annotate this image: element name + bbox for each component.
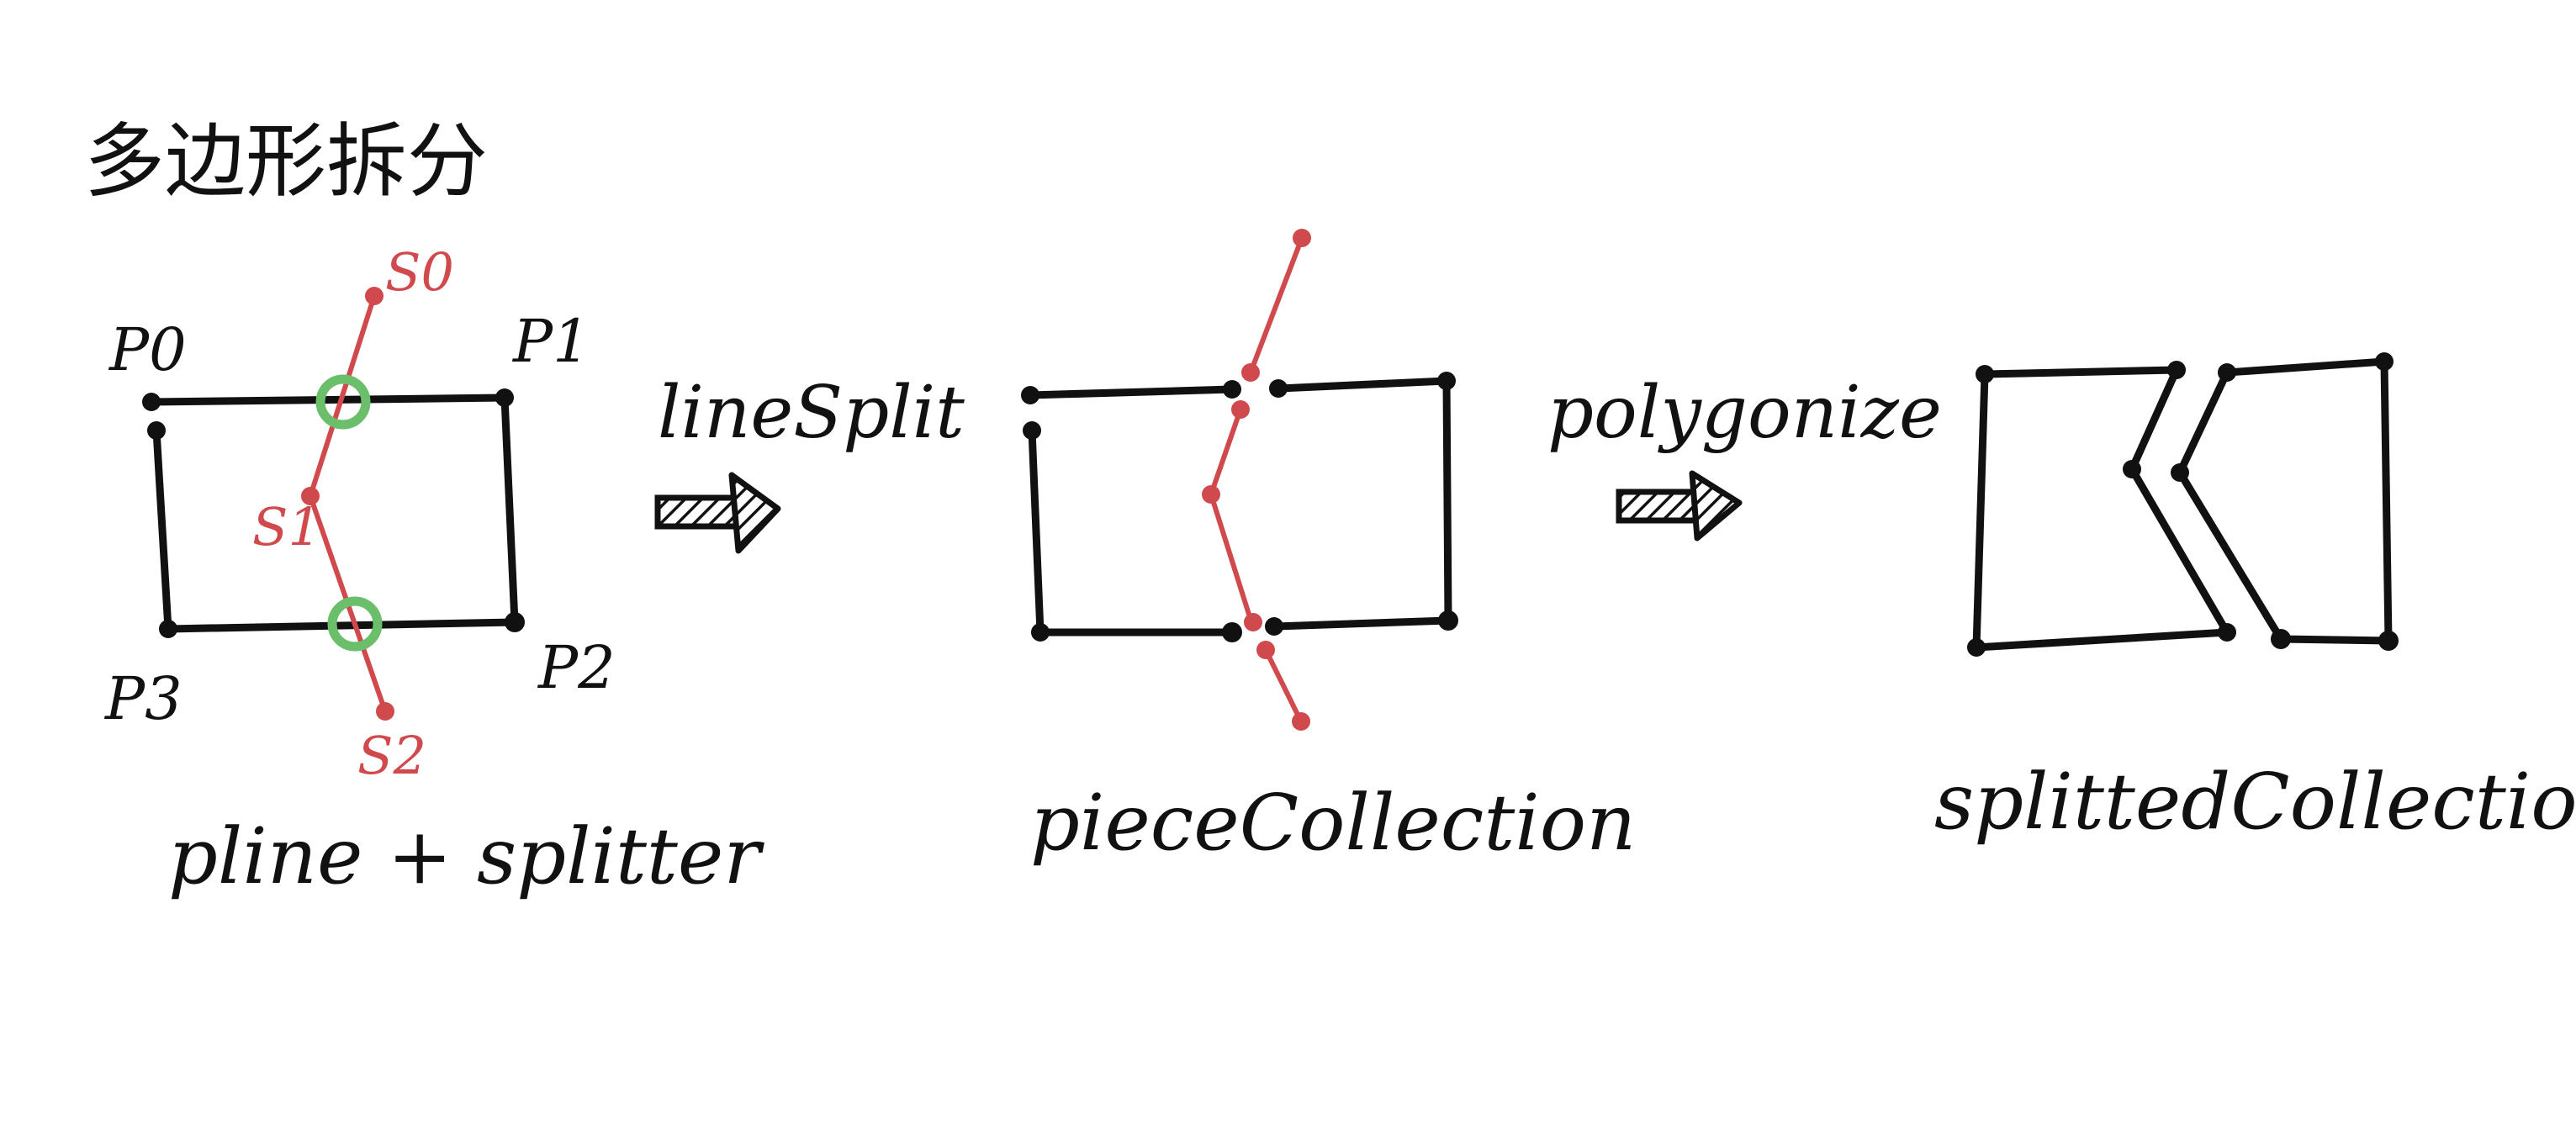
piece-left-side xyxy=(1028,426,1045,637)
label-s2: S2 xyxy=(357,725,426,786)
splitter-vertex-s2 xyxy=(376,702,394,721)
label-p1: P1 xyxy=(511,307,590,376)
result-vertex xyxy=(2271,629,2291,649)
piece-node xyxy=(1031,623,1050,642)
piece-splitter-node xyxy=(1231,400,1250,419)
piece-node xyxy=(1438,610,1458,631)
vertex-p0-end xyxy=(147,421,166,440)
piece-node xyxy=(1222,622,1242,642)
piece-splitter-node xyxy=(1256,641,1275,659)
result-vertex xyxy=(2378,631,2399,651)
label-s0: S0 xyxy=(385,241,454,303)
piece-node xyxy=(1269,379,1288,398)
piece-splitter-node xyxy=(1202,485,1220,504)
label-s1: S1 xyxy=(252,496,321,557)
result-vertex xyxy=(2167,361,2186,379)
piece-splitter-top xyxy=(1248,235,1304,375)
piece-node xyxy=(1023,421,1041,440)
piece-splitter-node xyxy=(1293,229,1311,247)
stage-piece-collection: pieceCollection xyxy=(1021,229,1636,868)
arrow-polygonize: polygonize xyxy=(1547,371,1942,541)
intersection-marker-bottom xyxy=(327,596,383,652)
result-vertex xyxy=(2171,463,2189,482)
label-p2: P2 xyxy=(537,633,616,702)
result-polygon-right xyxy=(2176,357,2393,645)
stage-pline-splitter: P0 P1 P2 P3 S0 S1 S2 pline + splitter xyxy=(103,241,764,901)
result-vertex xyxy=(2375,352,2394,371)
result-vertex xyxy=(1976,365,1994,383)
intersection-marker-top xyxy=(315,374,371,430)
splitter-vertex-s1 xyxy=(301,487,320,505)
piece-splitter-middle xyxy=(1209,407,1254,625)
piece-splitter-bottom xyxy=(1263,647,1304,724)
piece-splitter-node xyxy=(1292,712,1310,731)
vertex-p0 xyxy=(142,393,161,411)
piece-node xyxy=(1437,372,1456,390)
stage1-caption: pline + splitter xyxy=(168,811,764,901)
label-p3: P3 xyxy=(103,664,182,733)
result-vertex xyxy=(2123,460,2141,478)
vertex-p1 xyxy=(495,388,514,407)
hatched-right-arrow-icon xyxy=(654,472,781,554)
piece-top-left xyxy=(1026,385,1236,399)
result-vertex xyxy=(2218,623,2236,642)
piece-splitter-node xyxy=(1244,613,1262,631)
piece-splitter-node xyxy=(1241,363,1260,382)
vertex-p3 xyxy=(159,620,177,638)
label-p0: P0 xyxy=(108,315,187,384)
piece-node xyxy=(1223,380,1241,399)
result-vertex xyxy=(2218,363,2236,382)
hatched-right-arrow-icon xyxy=(1616,470,1743,541)
piece-top-right xyxy=(1270,377,1452,631)
stage2-caption: pieceCollection xyxy=(1030,778,1636,868)
result-vertex xyxy=(1967,638,1986,657)
arrow1-label: lineSplit xyxy=(658,371,965,455)
splitter-vertex-s0 xyxy=(365,287,383,305)
result-polygon-left xyxy=(1972,366,2231,652)
diagram-title: 多边形拆分 xyxy=(84,114,488,209)
stage3-caption: splittedCollection xyxy=(1934,757,2576,847)
piece-node xyxy=(1265,617,1283,636)
arrow2-label: polygonize xyxy=(1547,371,1942,455)
vertex-p2 xyxy=(505,612,525,632)
arrow-linesplit: lineSplit xyxy=(654,371,965,554)
piece-node xyxy=(1021,386,1039,404)
stage-splitted-collection: splittedCollection xyxy=(1934,352,2576,847)
